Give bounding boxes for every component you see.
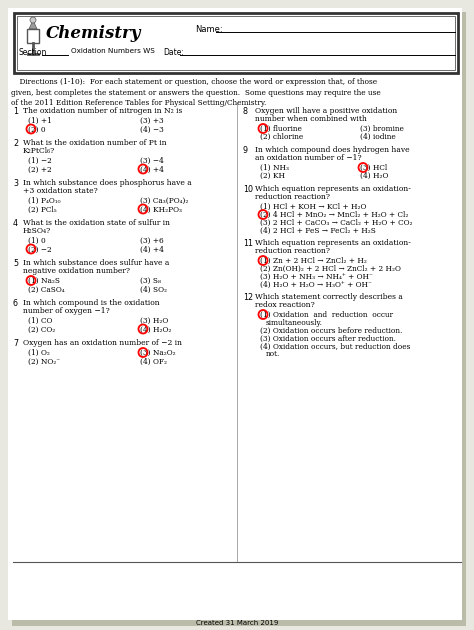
Text: (2) +2: (2) +2: [28, 166, 52, 173]
Text: Which statement correctly describes a: Which statement correctly describes a: [255, 293, 403, 301]
Text: K₂PtCl₆?: K₂PtCl₆?: [23, 147, 55, 155]
Text: (1) 0: (1) 0: [28, 237, 46, 245]
Text: H₂SO₄?: H₂SO₄?: [23, 227, 51, 235]
Text: (4) +4: (4) +4: [140, 166, 164, 173]
Text: (3) H₂O: (3) H₂O: [140, 317, 168, 325]
Text: 7: 7: [13, 339, 18, 348]
Text: In which compound is the oxidation: In which compound is the oxidation: [23, 299, 160, 307]
Text: (1) Zn + 2 HCl → ZnCl₂ + H₂: (1) Zn + 2 HCl → ZnCl₂ + H₂: [260, 257, 367, 265]
Text: Oxygen has an oxidation number of −2 in: Oxygen has an oxidation number of −2 in: [23, 339, 182, 347]
Text: 5: 5: [13, 259, 18, 268]
Text: 8: 8: [243, 107, 248, 116]
FancyBboxPatch shape: [27, 29, 39, 43]
Text: In which substance does phosphorus have a: In which substance does phosphorus have …: [23, 179, 192, 187]
Text: (3) +6: (3) +6: [140, 237, 164, 245]
Text: negative oxidation number?: negative oxidation number?: [23, 267, 130, 275]
Text: (3) Oxidation occurs after reduction.: (3) Oxidation occurs after reduction.: [260, 335, 396, 343]
Text: Section: Section: [19, 48, 47, 57]
Text: (1) +1: (1) +1: [28, 117, 52, 125]
Text: (4) iodine: (4) iodine: [360, 133, 396, 141]
Text: number when combined with: number when combined with: [255, 115, 367, 123]
Text: (1) O₂: (1) O₂: [28, 349, 50, 357]
Text: (2) 4 HCl + MnO₂ → MnCl₂ + H₂O + Cl₂: (2) 4 HCl + MnO₂ → MnCl₂ + H₂O + Cl₂: [260, 211, 409, 219]
Circle shape: [30, 17, 36, 23]
Text: (4) H₂O + H₂O → H₃O⁺ + OH⁻: (4) H₂O + H₂O → H₃O⁺ + OH⁻: [260, 281, 372, 289]
Text: Date:: Date:: [163, 48, 184, 57]
Text: Created 31 March 2019: Created 31 March 2019: [196, 620, 278, 626]
Text: Directions (1-10):  For each statement or question, choose the word or expressio: Directions (1-10): For each statement or…: [11, 78, 381, 107]
Text: (1) fluorine: (1) fluorine: [260, 125, 302, 133]
FancyBboxPatch shape: [17, 16, 455, 70]
Text: In which substance does sulfur have a: In which substance does sulfur have a: [23, 259, 169, 267]
Text: 10: 10: [243, 185, 253, 194]
Text: Name:: Name:: [195, 25, 223, 34]
Text: 3: 3: [13, 179, 18, 188]
Text: (1) NH₃: (1) NH₃: [260, 164, 289, 172]
Text: (1) CO: (1) CO: [28, 317, 52, 325]
Text: (2) −2: (2) −2: [28, 246, 52, 253]
Text: (2) NO₂⁻: (2) NO₂⁻: [28, 357, 60, 365]
Text: (3) 2 HCl + CaCO₃ → CaCl₂ + H₂O + CO₂: (3) 2 HCl + CaCO₃ → CaCl₂ + H₂O + CO₂: [260, 219, 412, 227]
Text: (2) Oxidation occurs before reduction.: (2) Oxidation occurs before reduction.: [260, 326, 402, 335]
Text: (3) Ca₃(PO₄)₂: (3) Ca₃(PO₄)₂: [140, 197, 188, 205]
Text: 11: 11: [243, 239, 253, 248]
Text: (4) −3: (4) −3: [140, 125, 164, 134]
Text: 12: 12: [243, 293, 253, 302]
Text: (4) 2 HCl + FeS → FeCl₂ + H₂S: (4) 2 HCl + FeS → FeCl₂ + H₂S: [260, 227, 376, 235]
Text: +3 oxidation state?: +3 oxidation state?: [23, 187, 98, 195]
Text: 1: 1: [13, 107, 18, 116]
Text: What is the oxidation number of Pt in: What is the oxidation number of Pt in: [23, 139, 167, 147]
Text: 9: 9: [243, 146, 248, 155]
Text: not.: not.: [266, 350, 281, 358]
Text: (1) Oxidation  and  reduction  occur: (1) Oxidation and reduction occur: [260, 311, 393, 319]
Text: (1) P₄O₁₀: (1) P₄O₁₀: [28, 197, 61, 205]
Text: What is the oxidation state of sulfur in: What is the oxidation state of sulfur in: [23, 219, 170, 227]
Text: (3) HCl: (3) HCl: [360, 164, 387, 172]
Text: reduction reaction?: reduction reaction?: [255, 247, 330, 255]
Text: Oxygen will have a positive oxidation: Oxygen will have a positive oxidation: [255, 107, 397, 115]
Text: 2: 2: [13, 139, 18, 148]
Text: (4) KH₂PO₃: (4) KH₂PO₃: [140, 205, 182, 214]
FancyBboxPatch shape: [14, 13, 458, 73]
Text: (4) +4: (4) +4: [140, 246, 164, 253]
Text: (3) Na₂O₂: (3) Na₂O₂: [140, 349, 176, 357]
Text: reduction reaction?: reduction reaction?: [255, 193, 330, 201]
Text: Chemistry: Chemistry: [46, 25, 141, 42]
Text: (4) H₂O: (4) H₂O: [360, 172, 388, 180]
Text: (4) Oxidation occurs, but reduction does: (4) Oxidation occurs, but reduction does: [260, 343, 410, 351]
Text: (4) H₂O₂: (4) H₂O₂: [140, 326, 172, 333]
Text: redox reaction?: redox reaction?: [255, 301, 315, 309]
Text: (1) HCl + KOH → KCl + H₂O: (1) HCl + KOH → KCl + H₂O: [260, 203, 366, 211]
Text: simultaneously.: simultaneously.: [266, 319, 323, 326]
Text: 6: 6: [13, 299, 18, 308]
Text: Oxidation Numbers WS: Oxidation Numbers WS: [71, 48, 155, 54]
Text: (1) −2: (1) −2: [28, 157, 52, 165]
Text: (3) S₈: (3) S₈: [140, 277, 161, 285]
Text: (2) PCl₅: (2) PCl₅: [28, 205, 56, 214]
Text: an oxidation number of −1?: an oxidation number of −1?: [255, 154, 362, 162]
Text: 4: 4: [13, 219, 18, 228]
Text: (3) H₂O + NH₃ → NH₄⁺ + OH⁻: (3) H₂O + NH₃ → NH₄⁺ + OH⁻: [260, 273, 373, 281]
Text: (3) −4: (3) −4: [140, 157, 164, 165]
Text: (4) SO₂: (4) SO₂: [140, 285, 167, 294]
FancyBboxPatch shape: [12, 12, 466, 626]
Text: (4) OF₂: (4) OF₂: [140, 357, 167, 365]
FancyBboxPatch shape: [8, 8, 462, 620]
Text: The oxidation number of nitrogen in N₂ is: The oxidation number of nitrogen in N₂ i…: [23, 107, 182, 115]
Text: (2) Zn(OH)₂ + 2 HCl → ZnCl₂ + 2 H₂O: (2) Zn(OH)₂ + 2 HCl → ZnCl₂ + 2 H₂O: [260, 265, 401, 273]
Text: (3) bromine: (3) bromine: [360, 125, 404, 133]
Text: (2) CaSO₄: (2) CaSO₄: [28, 285, 64, 294]
Polygon shape: [29, 20, 37, 29]
Text: In which compound does hydrogen have: In which compound does hydrogen have: [255, 146, 410, 154]
Text: (1) Na₂S: (1) Na₂S: [28, 277, 60, 285]
Text: (2) KH: (2) KH: [260, 172, 285, 180]
Text: number of oxygen −1?: number of oxygen −1?: [23, 307, 110, 315]
Text: Which equation represents an oxidation-: Which equation represents an oxidation-: [255, 239, 411, 247]
Text: (2) 0: (2) 0: [28, 125, 46, 134]
Text: (3) +3: (3) +3: [140, 117, 164, 125]
Text: (2) chlorine: (2) chlorine: [260, 133, 303, 141]
Text: (2) CO₂: (2) CO₂: [28, 326, 55, 333]
Text: Which equation represents an oxidation-: Which equation represents an oxidation-: [255, 185, 411, 193]
